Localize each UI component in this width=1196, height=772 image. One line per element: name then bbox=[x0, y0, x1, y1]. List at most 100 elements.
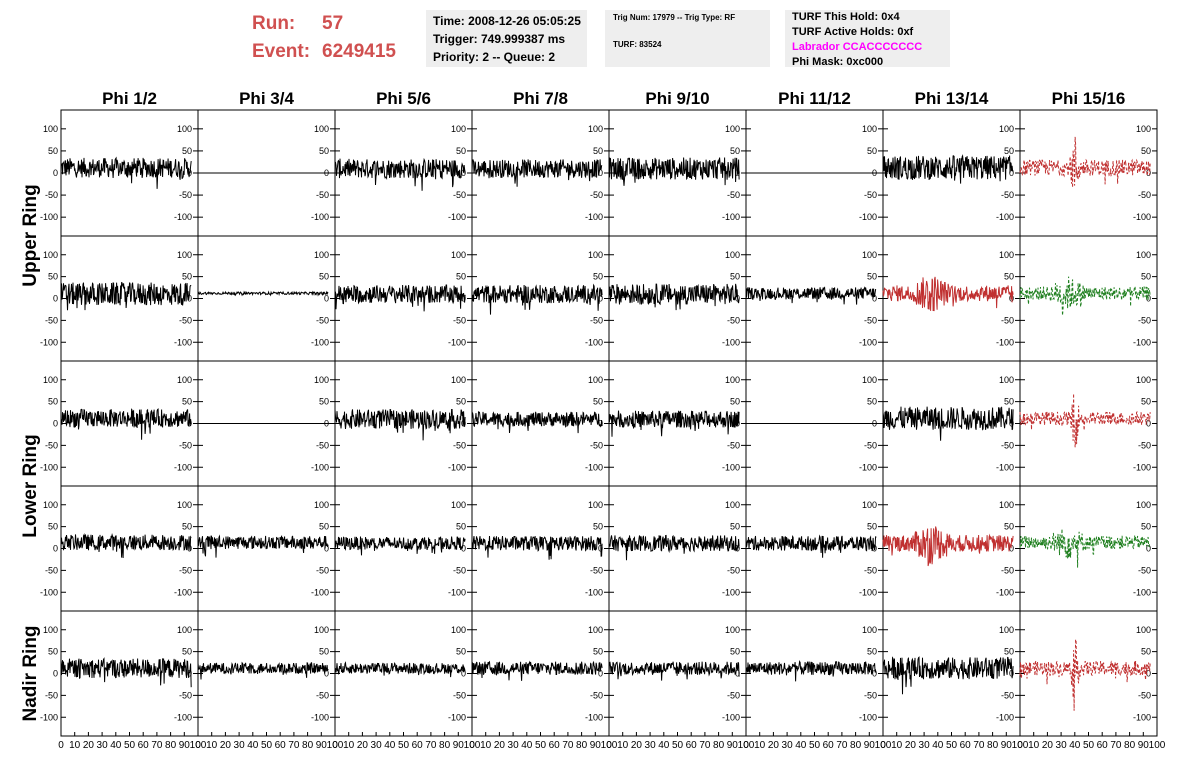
x-tick-label: 20 bbox=[631, 740, 643, 751]
y-tick-label: -50 bbox=[45, 565, 58, 575]
waveform-trace bbox=[334, 536, 466, 556]
y-tick-label: -50 bbox=[864, 440, 877, 450]
y-tick-label: -50 bbox=[590, 565, 603, 575]
waveform-trace bbox=[1019, 393, 1151, 448]
y-tick-label: -50 bbox=[316, 690, 329, 700]
x-tick-label: 50 bbox=[535, 740, 547, 751]
x-tick-label: 60 bbox=[823, 740, 835, 751]
x-tick-label: 80 bbox=[1124, 740, 1136, 751]
x-tick-label: 90 bbox=[179, 740, 191, 751]
y-tick-label: 100 bbox=[999, 625, 1014, 635]
y-tick-label: 50 bbox=[182, 397, 192, 407]
waveform-trace bbox=[1019, 639, 1151, 711]
y-tick-label: -50 bbox=[590, 440, 603, 450]
x-tick-label: 50 bbox=[946, 740, 958, 751]
y-tick-label: 0 bbox=[461, 294, 466, 304]
y-tick-label: 100 bbox=[725, 500, 740, 510]
x-tick-label: 30 bbox=[919, 740, 931, 751]
waveform-trace bbox=[60, 532, 192, 559]
y-tick-label: 100 bbox=[999, 124, 1014, 134]
y-tick-label: 0 bbox=[1146, 669, 1151, 679]
y-tick-label: 50 bbox=[319, 647, 329, 657]
x-tick-label: 70 bbox=[288, 740, 300, 751]
y-tick-label: -100 bbox=[448, 462, 466, 472]
y-tick-label: 100 bbox=[1136, 625, 1151, 635]
y-tick-label: -50 bbox=[179, 690, 192, 700]
y-tick-label: 100 bbox=[862, 375, 877, 385]
y-tick-label: 50 bbox=[730, 397, 740, 407]
y-tick-label: 100 bbox=[1136, 124, 1151, 134]
x-tick-label: 100 bbox=[875, 740, 892, 751]
y-tick-label: -50 bbox=[1138, 190, 1151, 200]
y-tick-label: 50 bbox=[730, 647, 740, 657]
y-tick-label: 50 bbox=[593, 397, 603, 407]
labrador-text: Labrador CCACCCCCCC bbox=[792, 41, 923, 53]
y-tick-label: -50 bbox=[179, 315, 192, 325]
x-tick-label: 30 bbox=[97, 740, 109, 751]
column-header: Phi 7/8 bbox=[513, 89, 568, 108]
y-tick-label: -100 bbox=[448, 587, 466, 597]
x-tick-label: 10 bbox=[1028, 740, 1040, 751]
y-tick-label: 0 bbox=[187, 419, 192, 429]
waveform-trace bbox=[1019, 136, 1151, 188]
y-tick-label: -100 bbox=[311, 712, 329, 722]
y-tick-label: 0 bbox=[461, 669, 466, 679]
waveform-trace bbox=[334, 284, 466, 312]
x-tick-label: 10 bbox=[69, 740, 81, 751]
turf-info-box: TURF This Hold: 0x4 TURF Active Holds: 0… bbox=[785, 10, 950, 68]
x-tick-label: 70 bbox=[1110, 740, 1122, 751]
y-tick-label: 100 bbox=[862, 625, 877, 635]
y-tick-label: -100 bbox=[174, 587, 192, 597]
y-tick-label: -100 bbox=[311, 587, 329, 597]
y-tick-label: 50 bbox=[1141, 146, 1151, 156]
x-tick-label: 70 bbox=[562, 740, 574, 751]
ring-label: Nadir Ring bbox=[20, 625, 41, 721]
y-tick-label: 100 bbox=[588, 500, 603, 510]
y-tick-label: 100 bbox=[999, 500, 1014, 510]
y-tick-label: 100 bbox=[314, 500, 329, 510]
y-tick-label: -50 bbox=[316, 190, 329, 200]
y-tick-label: 50 bbox=[593, 522, 603, 532]
y-tick-label: 50 bbox=[319, 397, 329, 407]
y-tick-label: 50 bbox=[48, 146, 58, 156]
y-tick-label: -100 bbox=[311, 337, 329, 347]
y-tick-label: 50 bbox=[48, 272, 58, 282]
x-tick-label: 20 bbox=[905, 740, 917, 751]
y-tick-label: 50 bbox=[730, 272, 740, 282]
y-tick-label: 100 bbox=[725, 124, 740, 134]
y-tick-label: 50 bbox=[182, 272, 192, 282]
x-tick-label: 80 bbox=[713, 740, 725, 751]
y-tick-label: 50 bbox=[867, 647, 877, 657]
x-tick-label: 30 bbox=[371, 740, 383, 751]
y-tick-label: 0 bbox=[598, 294, 603, 304]
y-tick-label: 50 bbox=[182, 522, 192, 532]
waveform-trace bbox=[882, 656, 1014, 695]
y-tick-label: 50 bbox=[593, 146, 603, 156]
y-tick-label: -100 bbox=[996, 587, 1014, 597]
waveform-trace bbox=[745, 534, 877, 558]
time-text: Time: 2008-12-26 05:05:25 bbox=[433, 14, 581, 28]
y-tick-label: -50 bbox=[1138, 690, 1151, 700]
x-tick-label: 100 bbox=[601, 740, 618, 751]
x-tick-label: 40 bbox=[795, 740, 807, 751]
y-tick-label: -100 bbox=[585, 712, 603, 722]
y-tick-label: -50 bbox=[1001, 690, 1014, 700]
y-tick-label: 0 bbox=[1009, 544, 1014, 554]
ring-label: Lower Ring bbox=[20, 434, 41, 537]
waveform-trace bbox=[197, 290, 329, 297]
y-tick-label: 50 bbox=[319, 146, 329, 156]
y-tick-label: -100 bbox=[40, 587, 58, 597]
event-label: Event: bbox=[252, 41, 311, 62]
y-tick-label: 50 bbox=[867, 397, 877, 407]
x-tick-label: 70 bbox=[973, 740, 985, 751]
y-tick-label: 50 bbox=[730, 522, 740, 532]
y-tick-label: -100 bbox=[722, 462, 740, 472]
y-tick-label: -50 bbox=[316, 440, 329, 450]
y-tick-label: 100 bbox=[314, 375, 329, 385]
y-tick-label: -50 bbox=[1138, 565, 1151, 575]
column-header: Phi 9/10 bbox=[645, 89, 709, 108]
y-tick-label: 50 bbox=[1141, 272, 1151, 282]
waveform-trace bbox=[60, 281, 192, 311]
x-tick-label: 30 bbox=[508, 740, 520, 751]
y-tick-label: 50 bbox=[182, 146, 192, 156]
